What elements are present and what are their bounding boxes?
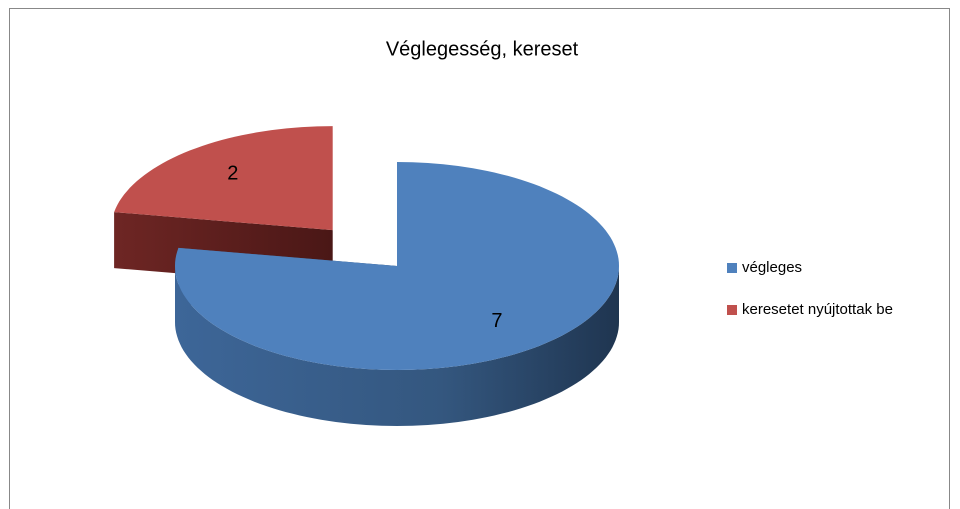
data-label: 2 — [227, 163, 238, 185]
data-label: 7 — [491, 310, 502, 332]
legend-swatch — [727, 305, 737, 315]
legend-label: keresetet nyújtottak be — [742, 301, 893, 318]
slice-side — [175, 266, 619, 426]
chart-title: Véglegesség, kereset — [386, 38, 579, 60]
chart-frame — [9, 8, 950, 509]
legend-label: végleges — [742, 259, 802, 276]
legend-swatch — [727, 263, 737, 273]
legend: végleges keresetet nyújtottak be — [727, 259, 893, 318]
slice — [114, 126, 333, 231]
slice — [175, 162, 619, 370]
pie: 27 — [114, 126, 619, 426]
